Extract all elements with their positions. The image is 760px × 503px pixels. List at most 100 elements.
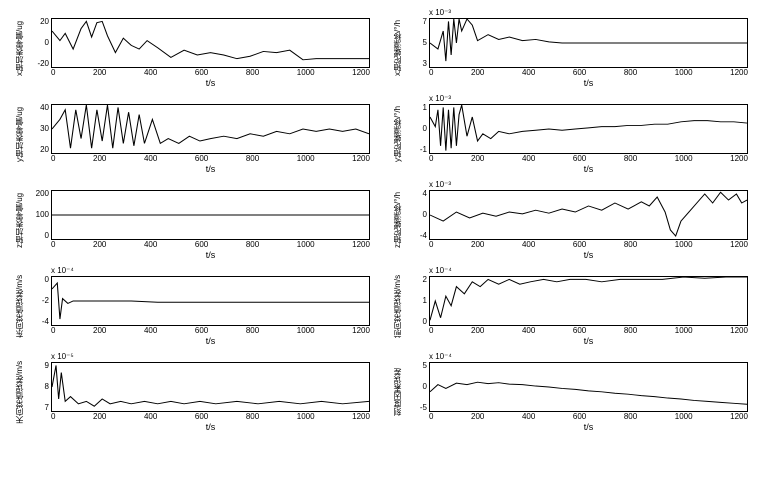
xtick: 600 [573, 240, 586, 250]
x-tick-labels: 020040060080010001200 [403, 68, 748, 78]
ytick: 30 [40, 125, 49, 133]
xtick: 400 [144, 240, 157, 250]
xtick: 800 [624, 68, 637, 78]
y-axis-label: z轴陀螺漂移/°/h [390, 180, 403, 260]
y-axis-label: 东向常值误差/m/s [12, 266, 25, 346]
xtick: 400 [144, 68, 157, 78]
chart-y_gyro_drift: y轴陀螺漂移/°/h x 10⁻³ 1 0 -1 020040060080010… [390, 94, 748, 174]
y-axis-label: 前向常值误差/m/s [390, 266, 403, 346]
chart-y_accel_bias: y轴加表零偏/ug 40 30 20 020040060080010001200… [12, 94, 370, 174]
plot-svg [429, 362, 748, 412]
plot-svg [429, 18, 748, 68]
xtick: 0 [51, 154, 55, 164]
xtick: 0 [429, 154, 433, 164]
y-axis-label: y轴陀螺漂移/°/h [390, 94, 403, 174]
xtick: 0 [429, 68, 433, 78]
plot-svg [429, 104, 748, 154]
ytick: 5 [423, 39, 427, 47]
exponent-spacer [25, 94, 370, 104]
xtick: 800 [246, 154, 259, 164]
chart-up_const_err: 天向常值误差/m/s x 10⁻⁵ 9 8 7 0200400600800100… [12, 352, 370, 432]
y-tick-labels: 7 5 3 [403, 18, 429, 68]
xtick: 400 [144, 326, 157, 336]
y-tick-labels: 9 8 7 [25, 362, 51, 412]
xtick: 1000 [675, 154, 693, 164]
ytick: 0 [423, 318, 427, 326]
ytick: 100 [36, 211, 49, 219]
xtick: 0 [51, 68, 55, 78]
ytick: 5 [423, 362, 427, 370]
xtick: 1000 [297, 68, 315, 78]
xtick: 400 [144, 154, 157, 164]
xtick: 800 [246, 240, 259, 250]
x-tick-labels: 020040060080010001200 [25, 412, 370, 422]
chart-z_gyro_drift: z轴陀螺漂移/°/h x 10⁻³ 4 0 -4 020040060080010… [390, 180, 748, 260]
x-axis-label: t/s [25, 164, 370, 174]
x-tick-labels: 020040060080010001200 [403, 240, 748, 250]
x-axis-label: t/s [403, 422, 748, 432]
x-tick-labels: 020040060080010001200 [25, 240, 370, 250]
plot-svg [51, 190, 370, 240]
xtick: 400 [144, 412, 157, 422]
xtick: 1200 [730, 240, 748, 250]
y-tick-labels: 0 -2 -4 [25, 276, 51, 326]
ytick: 0 [423, 383, 427, 391]
ytick: 0 [423, 211, 427, 219]
xtick: 1200 [352, 412, 370, 422]
exponent-label: x 10⁻⁴ [25, 266, 370, 276]
xtick: 1000 [675, 412, 693, 422]
xtick: 800 [624, 240, 637, 250]
xtick: 200 [93, 412, 106, 422]
chart-east_const_err: 东向常值误差/m/s x 10⁻⁴ 0 -2 -4 02004006008001… [12, 266, 370, 346]
xtick: 600 [195, 68, 208, 78]
ytick: 4 [423, 190, 427, 198]
xtick: 600 [573, 326, 586, 336]
ytick: -20 [37, 60, 49, 68]
xtick: 800 [624, 412, 637, 422]
ytick: -2 [42, 297, 49, 305]
ytick: 7 [423, 18, 427, 26]
chart-north_const_err: 前向常值误差/m/s x 10⁻⁴ 2 1 0 0200400600800100… [390, 266, 748, 346]
xtick: 600 [195, 412, 208, 422]
x-tick-labels: 020040060080010001200 [403, 326, 748, 336]
ytick: 40 [40, 104, 49, 112]
xtick: 400 [522, 68, 535, 78]
xtick: 400 [522, 412, 535, 422]
xtick: 200 [471, 240, 484, 250]
ytick: 8 [45, 383, 49, 391]
x-axis-label: t/s [403, 250, 748, 260]
xtick: 1200 [730, 412, 748, 422]
xtick: 800 [246, 326, 259, 336]
xtick: 1000 [297, 240, 315, 250]
plot-svg [51, 276, 370, 326]
x-tick-labels: 020040060080010001200 [25, 68, 370, 78]
ytick: 0 [423, 125, 427, 133]
xtick: 800 [246, 412, 259, 422]
xtick: 400 [522, 240, 535, 250]
y-tick-labels: 2 1 0 [403, 276, 429, 326]
x-axis-label: t/s [25, 250, 370, 260]
y-axis-label: x轴加表零偏/ug [12, 8, 25, 88]
y-tick-labels: 40 30 20 [25, 104, 51, 154]
xtick: 1200 [352, 154, 370, 164]
ytick: 3 [423, 60, 427, 68]
xtick: 0 [429, 326, 433, 336]
x-axis-label: t/s [403, 164, 748, 174]
xtick: 1200 [730, 154, 748, 164]
exponent-label: x 10⁻³ [403, 94, 748, 104]
ytick: 20 [40, 146, 49, 154]
ytick: 0 [45, 39, 49, 47]
xtick: 200 [93, 154, 106, 164]
ytick: 0 [45, 232, 49, 240]
y-tick-labels: 20 0 -20 [25, 18, 51, 68]
xtick: 600 [195, 326, 208, 336]
y-axis-label: z轴加表零偏/ug [12, 180, 25, 260]
y-tick-labels: 1 0 -1 [403, 104, 429, 154]
y-axis-label: 天向常值误差/m/s [12, 352, 25, 432]
xtick: 0 [51, 326, 55, 336]
x-tick-labels: 020040060080010001200 [403, 154, 748, 164]
xtick: 1000 [297, 412, 315, 422]
xtick: 800 [246, 68, 259, 78]
xtick: 1000 [297, 326, 315, 336]
xtick: 0 [51, 240, 55, 250]
